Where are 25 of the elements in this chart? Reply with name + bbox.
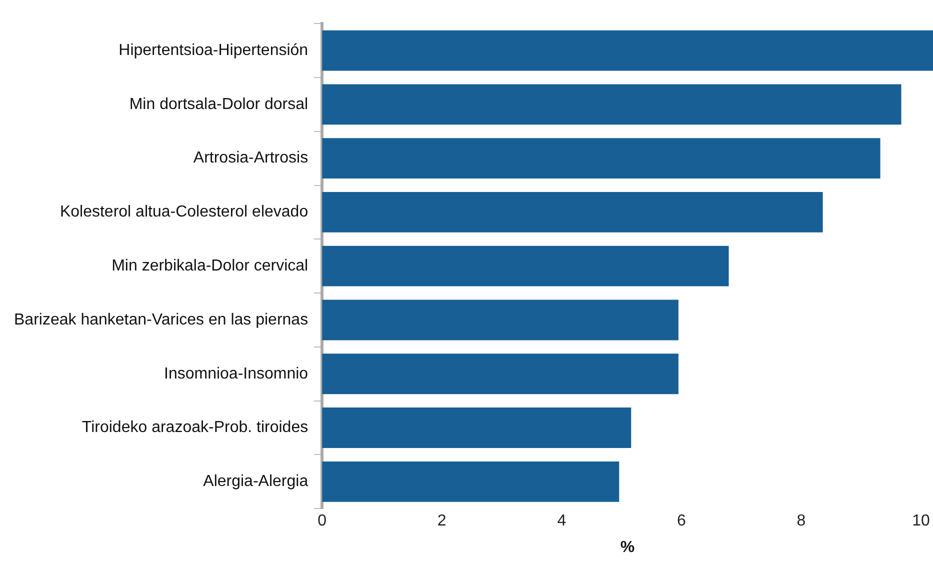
bar bbox=[322, 408, 632, 448]
y-tick-label: Alergia-Alergia bbox=[203, 473, 308, 490]
bar bbox=[322, 300, 678, 340]
bar bbox=[322, 84, 902, 125]
bar bbox=[322, 354, 678, 394]
x-tick-label: 8 bbox=[796, 512, 806, 530]
bar bbox=[322, 138, 880, 179]
y-tick-label: Min zerbikala-Dolor cervical bbox=[112, 258, 308, 275]
x-tick-label: 2 bbox=[437, 512, 446, 530]
y-tick-label: Insomnioa-Insomnio bbox=[164, 365, 308, 382]
x-tick-label: 4 bbox=[557, 512, 566, 530]
x-tick-label: 10 bbox=[912, 512, 930, 530]
bar bbox=[322, 461, 620, 502]
y-tick-label: Hipertentsioa-Hipertensión bbox=[118, 42, 308, 59]
x-axis-title: % bbox=[620, 538, 635, 556]
bar bbox=[322, 30, 933, 71]
x-tick-label: 0 bbox=[318, 512, 327, 530]
y-tick-label: Kolesterol altua-Colesterol elevado bbox=[60, 204, 308, 221]
y-tick-label: Barizeak hanketan-Varices en las piernas bbox=[14, 311, 308, 328]
bar bbox=[322, 246, 729, 286]
y-tick-label: Artrosia-Artrosis bbox=[193, 150, 308, 167]
x-tick-label: 6 bbox=[676, 512, 686, 530]
y-tick-label: Tiroideko arazoak-Prob. tiroides bbox=[82, 419, 308, 436]
y-tick-label: Min dortsala-Dolor dorsal bbox=[129, 96, 308, 113]
bar bbox=[322, 192, 823, 232]
